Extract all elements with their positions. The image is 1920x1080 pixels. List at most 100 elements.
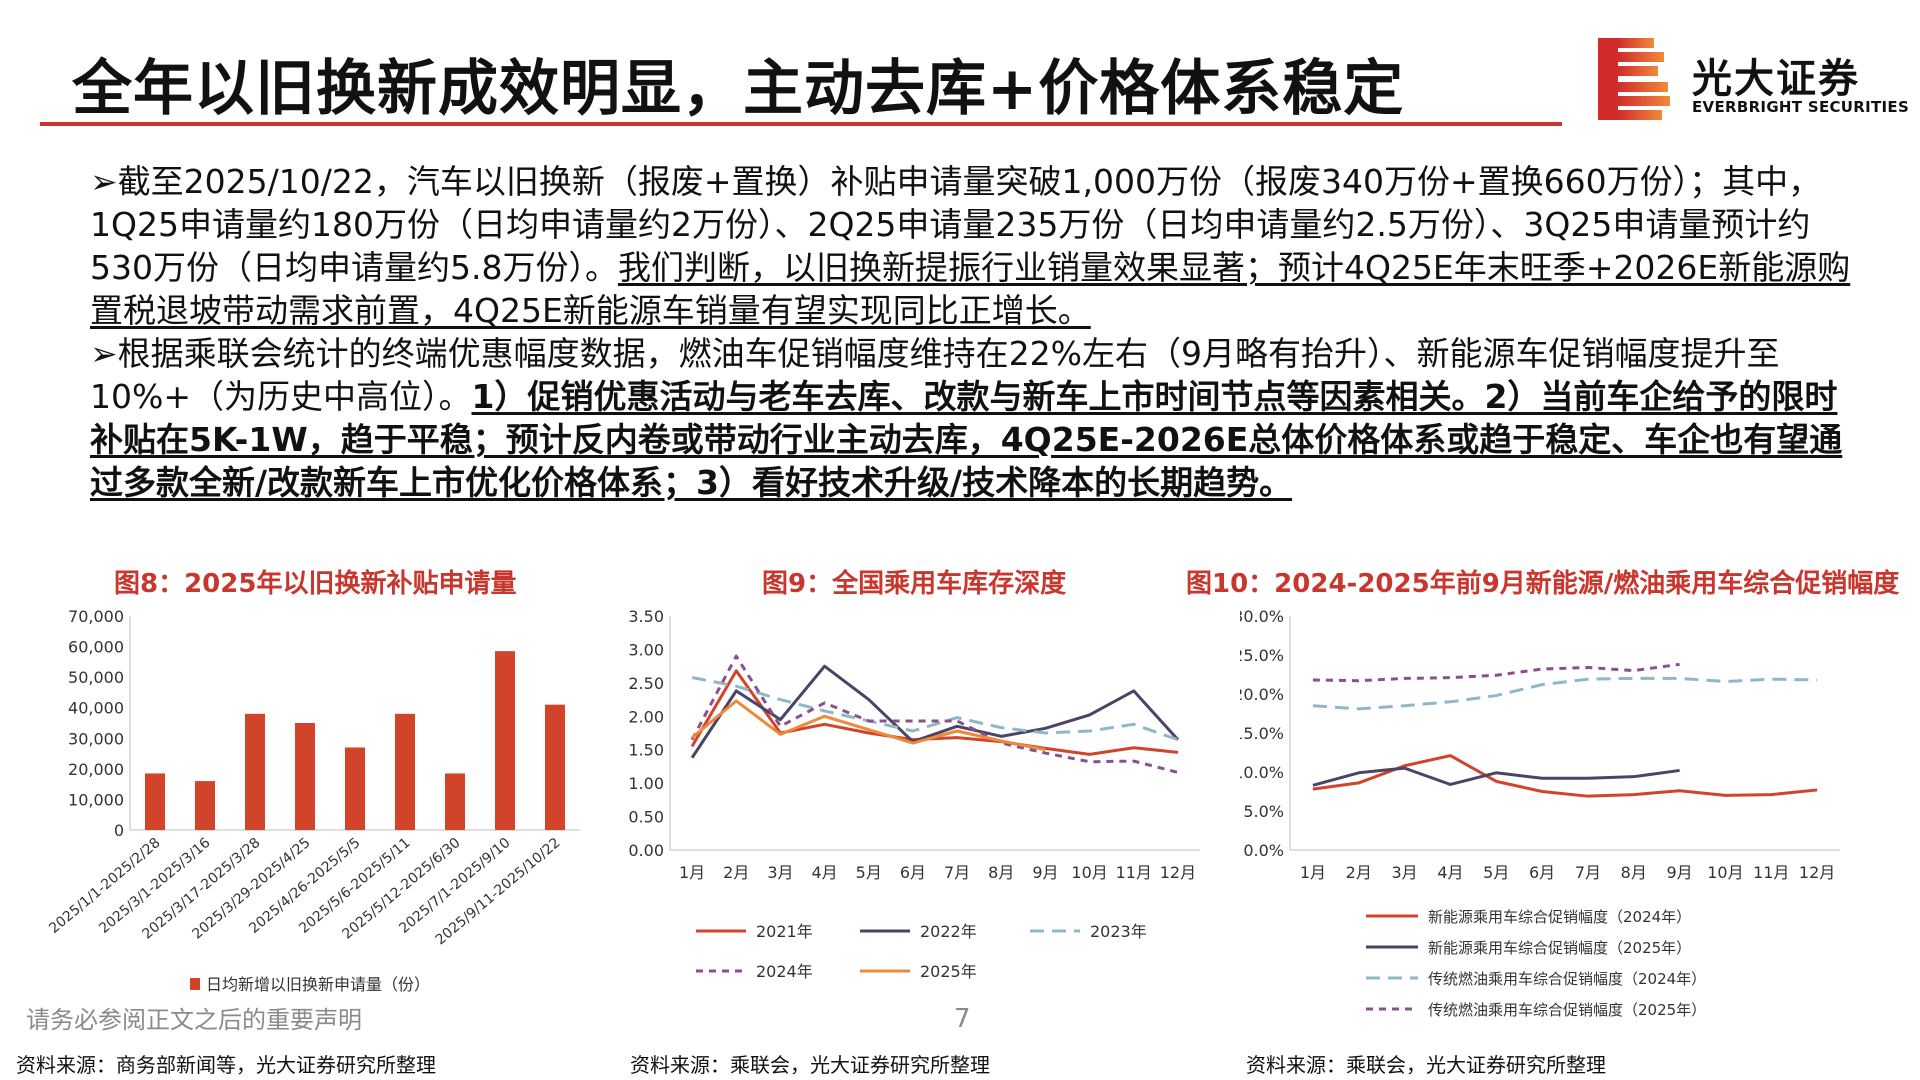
logo-cn-text: 光大证券: [1692, 56, 1860, 102]
chart8-legend-swatch: [190, 978, 200, 990]
chart9-title: 图9：全国乘用车库存深度: [762, 569, 1067, 599]
chart9-legend-label: 2022年: [920, 922, 977, 941]
chart9-y-tick: 0.50: [628, 808, 664, 827]
chart9-legend-label: 2023年: [1090, 922, 1147, 941]
chart10-series-line: [1312, 662, 1680, 683]
chart10-y-tick: 20.0%: [1240, 685, 1284, 704]
chart9-legend-label: 2025年: [920, 962, 977, 981]
disclaimer: 请务必参阅正文之后的重要声明: [26, 1006, 362, 1034]
chart10-x-tick: 9月: [1666, 863, 1692, 882]
chart9-y-tick: 2.00: [628, 707, 664, 726]
everbright-logo-mark-icon: [1598, 38, 1670, 120]
chart9-x-tick: 10月: [1071, 863, 1107, 882]
chart8-y-tick: 0: [114, 821, 124, 840]
chart9-series-line: [690, 664, 1180, 759]
chart8-y-tick: 60,000: [68, 638, 124, 657]
chart9-series-line: [691, 699, 1046, 752]
chart10-y-tick: 0.0%: [1243, 841, 1284, 860]
bullet-2-bold-underlined: 1）促销优惠活动与老车去库、改款与新车上市时间节点等因素相关。2）当前车企给予的…: [90, 377, 1843, 502]
chart10-y-tick: 5.0%: [1243, 802, 1284, 821]
chart10-y-tick: 25.0%: [1240, 646, 1284, 665]
chart10-legend-label: 新能源乘用车综合促销幅度（2024年）: [1428, 908, 1691, 926]
chart10-x-tick: 10月: [1707, 863, 1743, 882]
chart10-x-tick: 1月: [1300, 863, 1326, 882]
chart9-x-tick: 12月: [1160, 863, 1196, 882]
chart9-series-line: [691, 676, 1179, 742]
chart8-bar-chart: 0 10,000 20,000 30,000 40,000 50,000 60,000 70,…: [46, 607, 580, 994]
chart10-x-tick: 8月: [1621, 863, 1647, 882]
chart10-x-tick: 11月: [1753, 863, 1789, 882]
chart10-source: 资料来源：乘联会，光大证券研究所整理: [1246, 1053, 1606, 1077]
chart8-bar: [495, 651, 515, 830]
chart10-y-tick: 10.0%: [1240, 763, 1284, 782]
bullet-marker: ➢: [90, 334, 118, 373]
chart9-x-tick: 11月: [1116, 863, 1152, 882]
chart8-bar: [195, 781, 215, 830]
chart8-y-tick: 50,000: [68, 668, 124, 687]
chart8-title: 图8：2025年以旧换新补贴申请量: [114, 569, 517, 599]
chart9-x-tick: 9月: [1032, 863, 1058, 882]
chart8-bar: [245, 713, 265, 830]
chart8-bar: [345, 747, 365, 830]
chart9-x-tick: 1月: [679, 863, 705, 882]
bullet-list: ➢截至2025/10/22，汽车以旧换新（报废+置换）补贴申请量突破1,000万…: [90, 160, 1870, 504]
bullet-1-text: 截至2025/10/22，汽车以旧换新（报废+置换）补贴申请量突破1,000万份…: [90, 162, 1822, 287]
chart10-series-line: [1312, 766, 1680, 787]
chart10-line-chart: 0.0% 5.0% 10.0% 15.0% 20.0% 25.0% 30.0% 1月 2月 3月 4…: [1240, 607, 1840, 1019]
chart10-x-tick: 2月: [1346, 863, 1372, 882]
chart8-bar: [445, 773, 465, 830]
chart9-x-tick: 8月: [988, 863, 1014, 882]
logo-en-text: EVERBRIGHT SECURITIES: [1692, 98, 1910, 116]
page-number: 7: [954, 1004, 971, 1034]
chart8-y-tick: 10,000: [68, 790, 124, 809]
chart8-bar: [395, 713, 415, 830]
chart8-legend-label: 日均新增以旧换新申请量（份）: [206, 975, 430, 994]
chart8-bar: [295, 723, 315, 830]
bullet-1: ➢截至2025/10/22，汽车以旧换新（报废+置换）补贴申请量突破1,000万…: [90, 160, 1870, 332]
chart9-y-tick: 1.50: [628, 741, 664, 760]
chart8-source: 资料来源：商务部新闻等，光大证券研究所整理: [16, 1053, 436, 1077]
page-title: 全年以旧换新成效明显，主动去库+价格体系稳定: [72, 54, 1405, 124]
chart10-x-tick: 6月: [1529, 863, 1555, 882]
chart8-bar: [545, 704, 565, 830]
everbright-logo: 光大证券 EVERBRIGHT SECURITIES: [1596, 36, 1909, 122]
title-divider: [40, 122, 1562, 126]
chart9-x-tick: 7月: [944, 863, 970, 882]
chart9-x-tick: 2月: [723, 863, 749, 882]
chart10-x-tick: 4月: [1437, 863, 1463, 882]
chart9-line-chart: 0.00 0.50 1.00 1.50 2.00 2.50 3.00 3.50 1月 2月 3月 4月…: [628, 607, 1200, 981]
chart10-series-line: [1312, 676, 1818, 711]
chart10-x-tick: 5月: [1483, 863, 1509, 882]
chart9-x-tick: 5月: [856, 863, 882, 882]
chart10-legend-label: 传统燃油乘用车综合促销幅度（2024年）: [1428, 970, 1706, 988]
chart9-series-line: [690, 669, 1179, 756]
bullet-2-text: 根据乘联会统计的终端优惠幅度数据，燃油车促销幅度维持在22%左右（9月略有抬升）…: [90, 334, 1780, 416]
chart10-x-tick: 3月: [1391, 863, 1417, 882]
chart10-title: 图10：2024-2025年前9月新能源/燃油乘用车综合促销幅度: [1186, 569, 1900, 599]
chart9-y-tick: 3.00: [628, 640, 664, 659]
chart10-y-tick: 30.0%: [1240, 607, 1284, 626]
chart9-legend-label: 2021年: [756, 922, 813, 941]
chart9-legend-label: 2024年: [756, 962, 813, 981]
chart10-x-tick: 7月: [1575, 863, 1601, 882]
chart9-x-tick: 3月: [767, 863, 793, 882]
chart9-y-tick: 3.50: [628, 607, 664, 626]
chart8-y-tick: 30,000: [68, 729, 124, 748]
chart9-x-tick: 6月: [900, 863, 926, 882]
chart8-bar: [145, 773, 165, 830]
chart10-y-tick: 15.0%: [1240, 724, 1284, 743]
chart9-series-line: [690, 654, 1179, 774]
bullet-marker: ➢: [90, 162, 118, 201]
chart10-series-line: [1312, 754, 1818, 798]
chart8-y-tick: 40,000: [68, 699, 124, 718]
chart9-y-tick: 2.50: [628, 674, 664, 693]
chart10-legend-label: 新能源乘用车综合促销幅度（2025年）: [1428, 939, 1691, 957]
bullet-2: ➢根据乘联会统计的终端优惠幅度数据，燃油车促销幅度维持在22%左右（9月略有抬升…: [90, 332, 1870, 504]
chart9-y-tick: 0.00: [628, 841, 664, 860]
chart10-legend-label: 传统燃油乘用车综合促销幅度（2025年）: [1428, 1001, 1706, 1019]
chart9-y-tick: 1.00: [628, 774, 664, 793]
chart10-x-tick: 12月: [1799, 863, 1835, 882]
chart9-x-tick: 4月: [811, 863, 837, 882]
chart8-y-tick: 20,000: [68, 760, 124, 779]
chart8-y-tick: 70,000: [68, 607, 124, 626]
